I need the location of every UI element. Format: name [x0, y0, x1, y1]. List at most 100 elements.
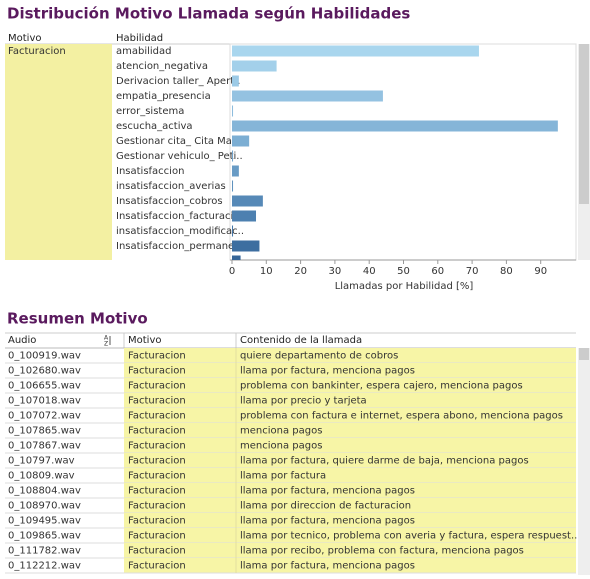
- bar: [232, 240, 260, 252]
- cell: Facturacion: [128, 381, 186, 392]
- highlight-cell: [124, 438, 576, 453]
- cell: Facturacion: [128, 366, 186, 377]
- highlight-cell: [124, 408, 576, 423]
- highlight-cell: [124, 423, 576, 438]
- cell: llama por direccion de facturacion: [240, 501, 411, 512]
- bar: [232, 255, 241, 260]
- table-body: 0_100919.wav Facturacion quiere departamen…: [5, 348, 577, 574]
- cell: 0_111782.wav: [8, 546, 81, 557]
- cell: llama por factura, menciona pagos: [240, 561, 415, 572]
- cell: Facturacion: [128, 351, 186, 362]
- cell: llama por factura, menciona pagos: [240, 486, 415, 497]
- cell: 0_100919.wav: [8, 351, 81, 362]
- scroll-thumb[interactable]: [579, 44, 589, 204]
- category-label: insatisfaccion_modificac..: [116, 226, 244, 237]
- cell: Facturacion: [128, 516, 186, 527]
- cell: 0_107865.wav: [8, 426, 81, 437]
- sort-icon[interactable]: A Z: [104, 335, 111, 348]
- cell: 0_107018.wav: [8, 396, 81, 407]
- cell: llama por recibo, problema con factura, …: [240, 546, 524, 557]
- cell: Facturacion: [128, 456, 186, 467]
- cell: 0_10797.wav: [8, 456, 75, 467]
- cell: menciona pagos: [240, 441, 322, 452]
- table-scroll-thumb[interactable]: [579, 348, 589, 360]
- category-label: Derivacion taller_ Apert..: [116, 76, 240, 87]
- category-label: Insatisfaccion_facturaci..: [116, 211, 240, 222]
- cell: 0_112212.wav: [8, 561, 81, 572]
- bar: [232, 135, 250, 147]
- highlight-cell: [124, 558, 576, 573]
- x-tick-label: 0: [229, 266, 235, 277]
- table-title: Resumen Motivo: [7, 310, 148, 328]
- bar: [232, 150, 234, 162]
- cell: 0_10809.wav: [8, 471, 75, 482]
- column-header: Motivo: [128, 335, 161, 346]
- x-tick-label: 50: [397, 266, 410, 277]
- category-label: atencion_negativa: [116, 61, 208, 72]
- cell: llama por factura, menciona pagos: [240, 366, 415, 377]
- group-cell: [5, 44, 112, 260]
- bar: [232, 225, 234, 237]
- x-axis-label: Llamadas por Habilidad [%]: [335, 281, 474, 292]
- chart-title: Distribución Motivo Llamada según Habili…: [7, 5, 410, 23]
- bar: [232, 105, 234, 117]
- table-scrollbar[interactable]: [578, 348, 590, 575]
- cell: 0_109865.wav: [8, 531, 81, 542]
- highlight-cell: [124, 378, 576, 393]
- x-tick-label: 60: [431, 266, 444, 277]
- svg-text:A: A: [104, 335, 109, 342]
- highlight-cell: [124, 393, 576, 408]
- bar: [232, 210, 257, 222]
- cell: problema con factura e internet, espera …: [240, 411, 563, 422]
- category-label: amabilidad: [116, 46, 172, 57]
- x-tick-label: 80: [500, 266, 513, 277]
- x-tick-label: 90: [534, 266, 547, 277]
- cell: Facturacion: [128, 486, 186, 497]
- highlight-cell: [124, 468, 576, 483]
- cell: 0_108804.wav: [8, 486, 81, 497]
- cell: llama por factura, menciona pagos: [240, 516, 415, 527]
- highlight-cell: [124, 363, 576, 378]
- bar: [232, 120, 558, 132]
- highlight-cell: [124, 498, 576, 513]
- cell: menciona pagos: [240, 426, 322, 437]
- highlight-cell: [124, 513, 576, 528]
- category-label: escucha_activa: [116, 121, 193, 132]
- bar: [232, 165, 239, 177]
- row-header: Motivo: [8, 33, 41, 44]
- cell: Facturacion: [128, 441, 186, 452]
- highlight-cell: [124, 543, 576, 558]
- cell: problema con bankinter, espera cajero, m…: [240, 381, 523, 392]
- cell: llama por factura, quiere darme de baja,…: [240, 456, 529, 467]
- bar: [232, 45, 479, 57]
- x-tick-label: 10: [260, 266, 273, 277]
- cell: Facturacion: [128, 396, 186, 407]
- cell: 0_109495.wav: [8, 516, 81, 527]
- group-label: Facturacion: [8, 46, 66, 57]
- cell: 0_106655.wav: [8, 381, 81, 392]
- cell: 0_108970.wav: [8, 501, 81, 512]
- cell: quiere departamento de cobros: [240, 351, 398, 362]
- column-header: Contenido de la llamada: [240, 335, 362, 346]
- x-tick-label: 40: [363, 266, 376, 277]
- plot-frame: [229, 43, 577, 261]
- x-tick-label: 70: [466, 266, 479, 277]
- cell: 0_102680.wav: [8, 366, 81, 377]
- x-tick-label: 20: [294, 266, 307, 277]
- highlight-cell: [124, 483, 576, 498]
- highlight-cell: [124, 528, 576, 543]
- column-header: Habilidad: [116, 33, 163, 44]
- cell: Facturacion: [128, 531, 186, 542]
- category-label: Insatisfaccion_permane..: [116, 241, 241, 252]
- bar: [232, 90, 383, 102]
- category-label: Insatisfaccion_cobros: [116, 196, 223, 207]
- highlight-cell: [124, 453, 576, 468]
- cell: 0_107072.wav: [8, 411, 81, 422]
- column-header: Audio: [8, 335, 36, 346]
- highlight-cell: [124, 348, 576, 363]
- cell: Facturacion: [128, 426, 186, 437]
- bar: [232, 60, 277, 72]
- category-label: error_sistema: [116, 106, 184, 117]
